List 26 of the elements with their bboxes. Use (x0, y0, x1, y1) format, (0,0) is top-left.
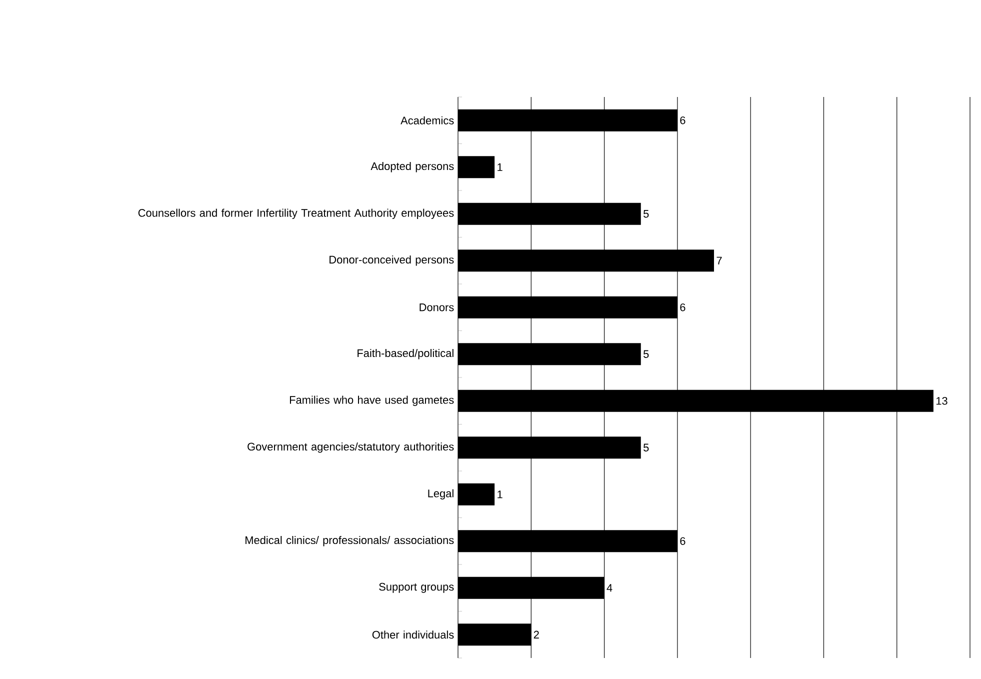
data-label: 1 (498, 163, 502, 171)
data-label: 6 (680, 304, 686, 312)
y-tick-label: Government agencies/statutory authorities (248, 442, 454, 453)
data-label: 5 (644, 350, 649, 358)
y-tick-label: Other individuals (372, 630, 454, 639)
data-label: 6 (680, 116, 686, 124)
data-label: 5 (644, 210, 649, 218)
bar (458, 483, 495, 506)
y-tick-label: Faith-based/political (358, 349, 454, 360)
data-label: 13 (936, 397, 948, 405)
data-label: 7 (716, 256, 722, 264)
y-tick-label: Medical clinics/ professionals/ associations (246, 536, 454, 546)
data-label: 1 (498, 490, 502, 498)
y-tick-label: Families who have used gametes (290, 396, 454, 406)
data-label: 5 (644, 444, 649, 452)
bar (458, 156, 495, 178)
y-tick-label: Donor-conceived persons (330, 256, 454, 266)
y-tick-label: Academics (400, 116, 454, 124)
y-tick-label: Donors (420, 304, 454, 312)
y-tick-label: Counsellors and former Infertility Treatment Authority employees (138, 208, 454, 219)
y-tick-label: Legal (428, 489, 454, 500)
y-tick-label: Support groups (379, 582, 454, 593)
data-label: 2 (534, 630, 539, 638)
y-tick-label: Adopted persons (370, 162, 454, 172)
data-label: 6 (680, 537, 686, 545)
data-label: 4 (606, 584, 612, 592)
